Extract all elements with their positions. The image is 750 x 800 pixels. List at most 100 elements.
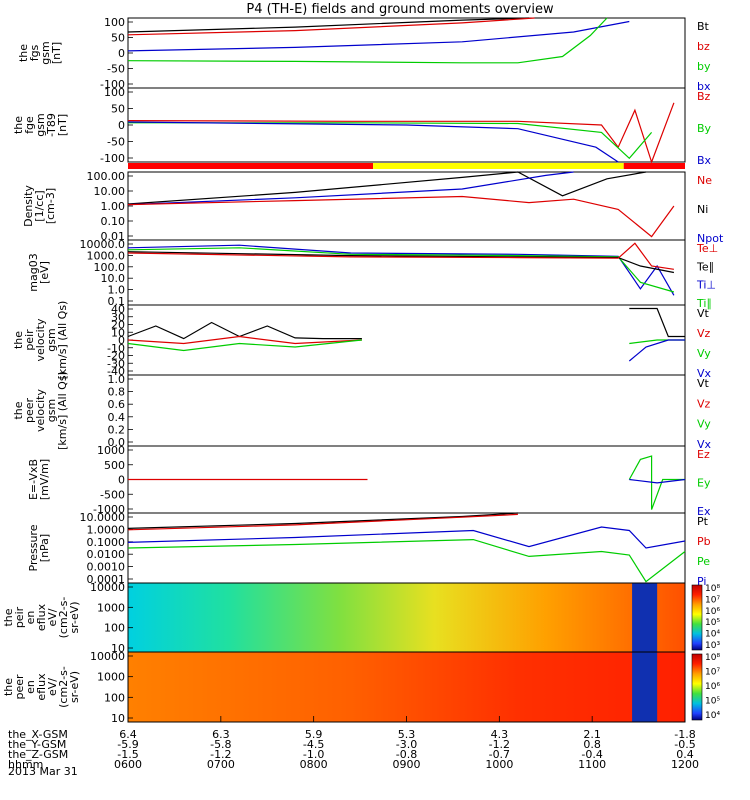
series-line: [128, 122, 653, 160]
y-axis-label-line: (cm2-s-: [57, 597, 70, 639]
y-tick-label: -30: [107, 357, 125, 370]
series-line: [127, 321, 362, 340]
legend-entry: Npot: [697, 232, 724, 245]
y-tick-label: -40: [107, 365, 125, 378]
y-axis-label: Density[1/cc][cm-3]: [22, 185, 57, 227]
y-axis-label: thepeerenefluxeV/(cm2-s-sr-eV): [2, 666, 81, 708]
y-tick-label: 10: [111, 712, 125, 725]
panel-peer_en: 10⁸ 10⁷ 10⁶ 10⁵ 10⁴ 10000 1000 100 10 thepeerenef…: [2, 650, 720, 725]
y-axis-label: thepeirenefluxeV/(cm2-s-sr-eV): [2, 597, 81, 639]
y-axis-label-line: -T89: [45, 113, 58, 137]
series-line: [628, 455, 685, 510]
y-axis-label: E=-VxB[mV/m]: [27, 459, 51, 500]
legend-entry: bx: [697, 80, 711, 93]
y-tick-label: 0.0: [108, 436, 126, 449]
y-axis-label-line: [nT]: [50, 42, 63, 64]
legend-entry: Ne: [697, 174, 712, 187]
colorbar-tick: 10⁸: [705, 584, 720, 594]
y-axis-label-line: en: [24, 611, 37, 625]
y-axis-label-line: sr-eV): [68, 671, 81, 703]
y-tick-label: 500: [104, 459, 125, 472]
y-tick-label: 0.2: [108, 423, 126, 436]
y-tick-label: 0.1000: [87, 536, 126, 549]
legend-entry: Pb: [697, 535, 711, 548]
colorbar-tick: 10³: [705, 641, 720, 651]
x-tick-label: -0.4: [581, 748, 602, 761]
colorbar-tick: 10⁶: [705, 682, 720, 692]
panel-fgs: 100 50 0 -50 -100 thefgsgsm[nT] Bt bz by bx: [17, 16, 711, 93]
y-tick-label: 0: [118, 47, 125, 60]
legend-entry: Bt: [697, 20, 710, 33]
y-axis-label-line: the: [17, 44, 30, 62]
x-tick-label: 0.8: [583, 738, 601, 751]
legend-entry: Ni: [697, 203, 708, 216]
y-axis-label-line: eV/: [46, 608, 59, 626]
legend-entry: Vz: [697, 327, 711, 340]
y-axis-label-line: peir: [23, 329, 36, 351]
x-tick-label: -1.0: [303, 748, 324, 761]
x-row-label: the_Y-GSM: [8, 738, 66, 751]
y-tick-label: 0.4: [108, 411, 126, 424]
colorbar-tick: 10⁴: [705, 711, 720, 721]
y-axis-label-line: velocity: [34, 318, 47, 361]
y-tick-label: 100: [104, 691, 125, 704]
panel-peir_en: 10⁸10⁷10⁶10⁵10⁴10³10000100010010thepeire…: [2, 581, 720, 655]
y-tick-label: 10: [111, 326, 125, 339]
y-axis-label-line: [mV/m]: [38, 459, 51, 500]
legend-entry: Vt: [697, 377, 710, 390]
x-tick-label: -0.7: [489, 748, 510, 761]
y-tick-label: 100: [104, 86, 125, 99]
x-tick-label: 0600: [114, 758, 142, 771]
y-tick-label: -500: [100, 488, 125, 501]
legend-entry: by: [697, 60, 711, 73]
y-axis-label-line: [km/s] (All Qs): [56, 371, 69, 450]
y-tick-label: 0.0100: [87, 548, 126, 561]
series-line: [127, 512, 518, 529]
series-line: [127, 171, 647, 205]
date-label: 2013 Mar 31: [8, 765, 78, 778]
y-axis-label-line: [cm-3]: [44, 188, 57, 224]
y-axis-label-line: sr-eV): [68, 601, 81, 633]
spectrogram-gap: [632, 583, 658, 652]
y-tick-label: 50: [111, 32, 125, 45]
y-tick-label: 10.0: [101, 272, 126, 285]
y-axis-label: thefgegsm-T89[nT]: [12, 113, 69, 137]
colorbar: [691, 653, 703, 721]
y-tick-label: 0: [118, 474, 125, 487]
legend-entry: bz: [697, 40, 710, 53]
x-tick-label: -1.2: [489, 738, 510, 751]
y-axis-label-line: gsm: [45, 399, 58, 422]
y-axis-label-line: fgs: [28, 44, 41, 61]
y-axis-label-line: gsm: [45, 328, 58, 351]
y-tick-label: 1000.0: [87, 249, 126, 262]
y-tick-label: 30: [111, 311, 125, 324]
y-tick-label: -20: [107, 350, 125, 363]
y-tick-label: -100: [100, 152, 125, 165]
legend-entry: Pe: [697, 555, 710, 568]
y-tick-label: 10000: [90, 581, 125, 594]
y-tick-label: -50: [107, 136, 125, 149]
x-tick-label: -5.9: [117, 738, 138, 751]
y-tick-label: 0.1: [108, 295, 126, 308]
y-axis-label-line: peer: [13, 674, 26, 700]
y-axis-label-line: the: [12, 116, 25, 134]
y-axis-label: thepeirvelocitygsm[km/s] (All Qs): [12, 301, 69, 380]
y-tick-label: -50: [107, 63, 125, 76]
y-axis-label: Pressure[nPa]: [27, 524, 51, 571]
series-line: [127, 20, 630, 52]
series-line: [628, 339, 685, 362]
y-axis-label-line: peer: [23, 398, 36, 424]
x-tick-label: -5.8: [210, 738, 231, 751]
x-tick-label: -1.8: [674, 728, 695, 741]
colorbar-tick: 10⁸: [705, 653, 720, 663]
y-axis-label: thefgsgsm[nT]: [17, 41, 63, 64]
spectrogram: [128, 652, 685, 722]
y-tick-label: 1000: [97, 444, 125, 457]
y-tick-label: 100.00: [87, 170, 126, 183]
y-axis-label: thepeervelocitygsm[km/s] (All Qs): [12, 371, 69, 450]
y-tick-label: 10000.0: [80, 238, 126, 251]
panel-frame: [127, 374, 686, 447]
y-tick-label: 40: [111, 303, 125, 316]
x-row-label: the_Z-GSM: [8, 748, 68, 761]
